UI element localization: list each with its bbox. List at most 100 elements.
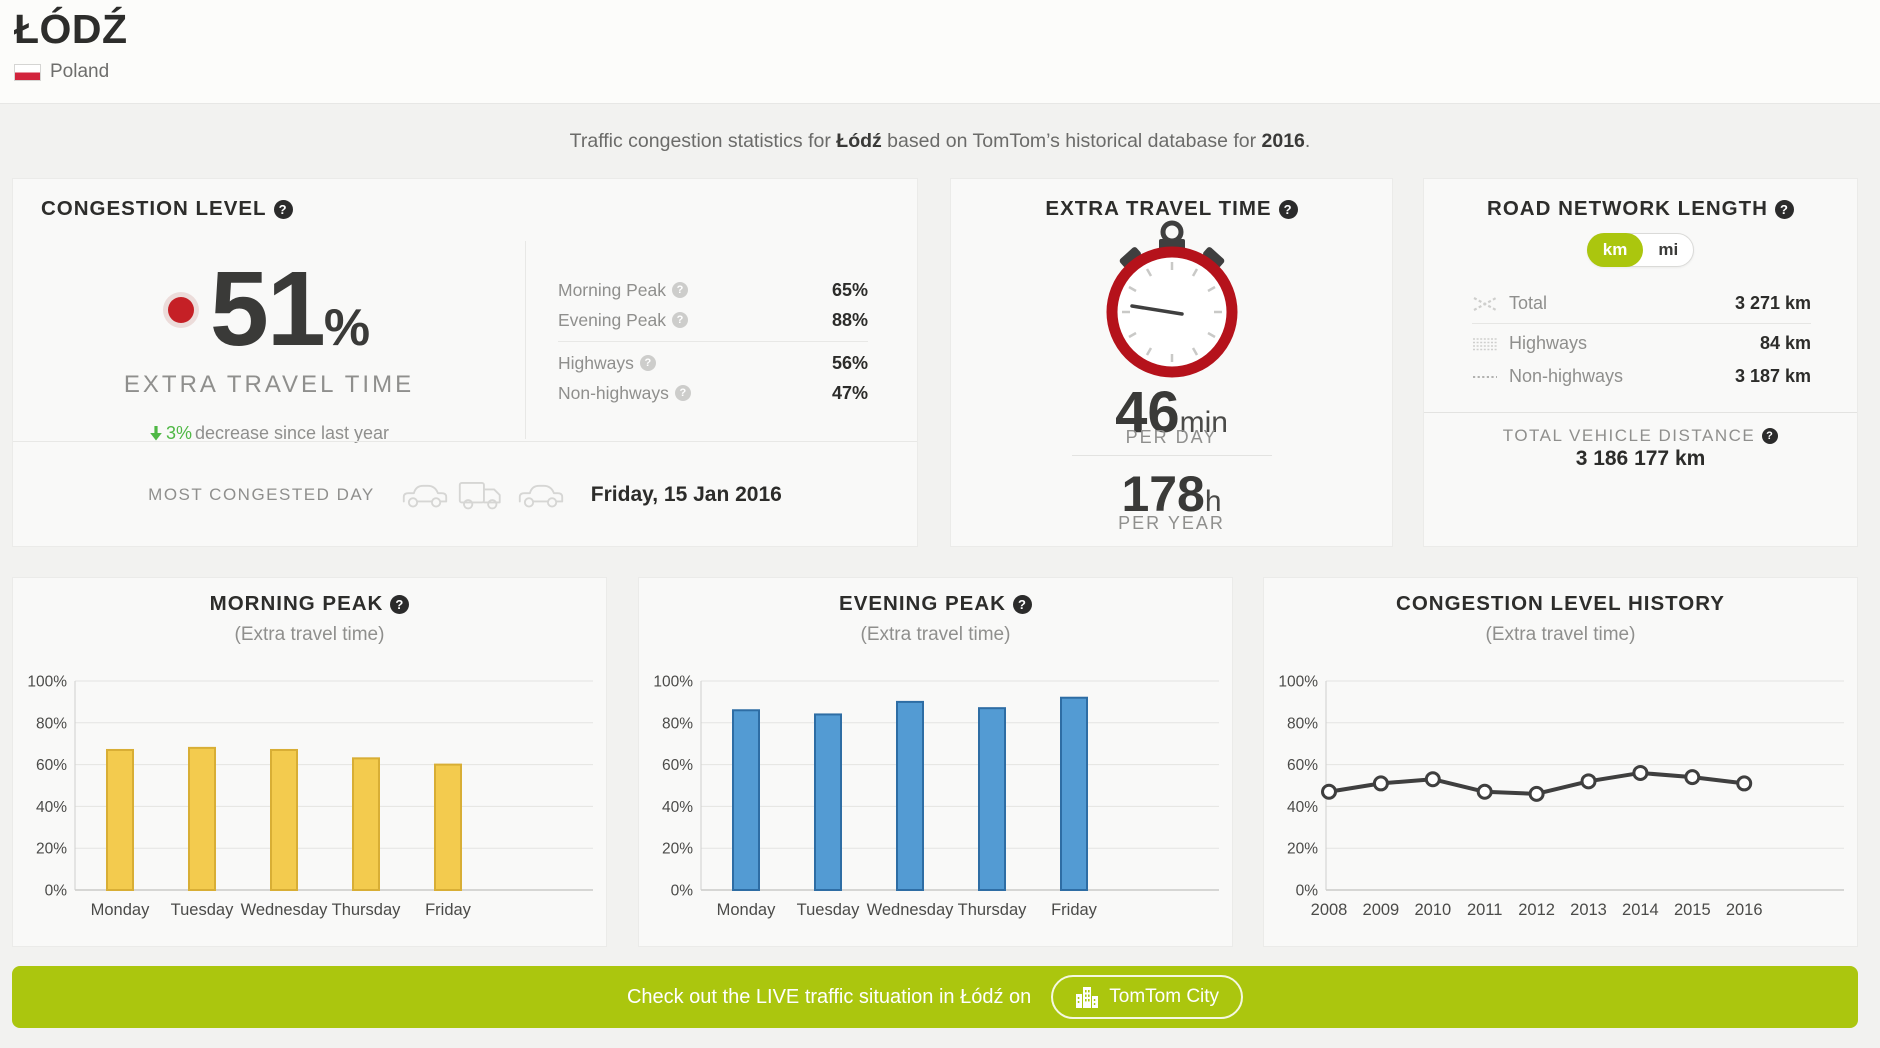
intro-city: Łódź	[836, 130, 882, 152]
svg-text:100%: 100%	[27, 674, 67, 691]
congestion-history-subtitle: (Extra travel time)	[1485, 624, 1636, 645]
extra-travel-time-title-text: EXTRA TRAVEL TIME	[1045, 197, 1272, 220]
road-network-title-text: ROAD NETWORK LENGTH	[1487, 197, 1768, 220]
svg-text:60%: 60%	[662, 757, 693, 774]
unit-toggle: km mi	[1586, 233, 1695, 267]
svg-text:0%: 0%	[45, 883, 68, 900]
help-icon[interactable]: ?	[672, 312, 688, 328]
svg-text:100%: 100%	[653, 674, 693, 691]
poland-flag-icon	[14, 63, 41, 81]
svg-text:0%: 0%	[1296, 883, 1319, 900]
congestion-level-card: CONGESTION LEVEL ? 51% EXTRA TRAVEL TIME…	[12, 178, 918, 547]
help-icon[interactable]: ?	[639, 355, 656, 371]
svg-text:Wednesday: Wednesday	[241, 901, 329, 919]
per-year-label: PER YEAR	[1118, 513, 1225, 533]
evening-peak-chart: 0% 20% 40% 60% 80% 100% Monday Tuesday Wednesday…	[653, 674, 1219, 919]
congestion-indicator-dot	[167, 296, 194, 323]
svg-text:20%: 20%	[662, 841, 693, 858]
stat-value: 65%	[831, 279, 868, 300]
congestion-history-card: CONGESTION LEVEL HISTORY (Extra travel t…	[1263, 577, 1858, 947]
stat-row-morning-peak: Morning Peak? 65%	[558, 275, 868, 305]
stat-row-non-highways: Non-highways? 47%	[558, 378, 868, 408]
svg-text:0%: 0%	[671, 883, 694, 900]
congestion-stats-list: Morning Peak? 65% Evening Peak? 88% High…	[558, 275, 868, 408]
congestion-title-text: CONGESTION LEVEL	[41, 197, 267, 220]
svg-text:Friday: Friday	[425, 901, 472, 919]
help-icon[interactable]: ?	[1012, 594, 1032, 614]
road-network-card: ROAD NETWORK LENGTH ? km mi Total 3 271 …	[1423, 178, 1858, 547]
non-highways-icon	[1472, 373, 1498, 381]
svg-text:80%: 80%	[1287, 715, 1318, 732]
help-icon[interactable]: ?	[674, 385, 691, 401]
stopwatch-icon	[1097, 219, 1247, 384]
road-row-non-highways: Non-highways 3 187 km	[1472, 360, 1811, 393]
total-roads-icon	[1472, 295, 1498, 313]
help-icon[interactable]: ?	[390, 594, 410, 614]
svg-text:20%: 20%	[36, 841, 67, 858]
per-day-label: PER DAY	[1125, 427, 1218, 447]
page-title: ŁÓDŹ	[14, 6, 128, 52]
tomtom-city-button-label: TomTom City	[1109, 986, 1220, 1007]
congestion-main-figure: 51% EXTRA TRAVEL TIME 3% decrease since …	[13, 256, 525, 444]
svg-text:40%: 40%	[1287, 799, 1318, 816]
stat-value: 47%	[831, 382, 868, 403]
morning-peak-chart: 0% 20% 40% 60% 80% 100% Monday Tuesday Wednesday…	[27, 674, 593, 919]
svg-text:40%: 40%	[662, 799, 693, 816]
total-vehicle-distance-label-row: TOTAL VEHICLE DISTANCE ?	[1424, 426, 1857, 446]
intro-sentence: Traffic congestion statistics for Łódź b…	[0, 130, 1880, 153]
road-row-value: 3 187 km	[1734, 366, 1811, 386]
car-icon	[517, 480, 565, 510]
truck-icon	[457, 478, 509, 512]
road-network-rows: Total 3 271 km Highways 84 km	[1472, 287, 1811, 393]
svg-text:2008: 2008	[1311, 901, 1348, 919]
most-congested-day-row: MOST CONGESTED DAY	[13, 442, 917, 547]
help-icon[interactable]: ?	[1278, 199, 1298, 219]
congestion-value-number: 51	[209, 250, 326, 368]
most-congested-day-value: Friday, 15 Jan 2016	[590, 482, 782, 506]
congestion-value-unit: %	[323, 299, 371, 357]
total-vehicle-distance-label: TOTAL VEHICLE DISTANCE	[1502, 426, 1756, 445]
stat-label: Evening Peak	[558, 309, 666, 330]
svg-text:2011: 2011	[1467, 901, 1502, 919]
evening-peak-title: EVENING PEAK ?	[639, 592, 1232, 616]
svg-text:40%: 40%	[36, 799, 67, 816]
unit-toggle-km[interactable]: km	[1586, 233, 1644, 267]
help-icon[interactable]: ?	[1762, 428, 1779, 444]
extra-time-per-day: 46min	[951, 379, 1392, 446]
help-icon[interactable]: ?	[1774, 199, 1794, 219]
intro-year: 2016	[1261, 130, 1305, 152]
stat-row-evening-peak: Evening Peak? 88%	[558, 305, 868, 335]
help-icon[interactable]: ?	[273, 199, 293, 219]
morning-peak-title: MORNING PEAK ?	[13, 592, 606, 616]
svg-text:80%: 80%	[662, 715, 693, 732]
svg-text:20%: 20%	[1287, 841, 1318, 858]
road-row-label: Total	[1509, 293, 1548, 313]
extra-travel-time-card-title: EXTRA TRAVEL TIME ?	[951, 197, 1392, 221]
svg-text:2009: 2009	[1363, 901, 1400, 919]
live-traffic-banner: Check out the LIVE traffic situation in …	[12, 966, 1858, 1028]
trend-text: decrease since last year	[194, 422, 390, 443]
svg-text:2016: 2016	[1726, 901, 1763, 919]
stats-divider	[558, 341, 868, 342]
svg-text:2013: 2013	[1570, 901, 1607, 919]
road-row-total: Total 3 271 km	[1472, 287, 1811, 320]
svg-text:2015: 2015	[1674, 901, 1711, 919]
intro-part1: Traffic congestion statistics for	[569, 130, 837, 152]
stat-value: 56%	[831, 352, 868, 373]
road-row-value: 84 km	[1759, 333, 1811, 353]
morning-peak-card: MORNING PEAK ? (Extra travel time) 0% 20%…	[12, 577, 607, 947]
unit-toggle-mi[interactable]: mi	[1658, 240, 1679, 259]
svg-text:100%: 100%	[1278, 674, 1318, 691]
congestion-history-title-text: CONGESTION LEVEL HISTORY	[1396, 592, 1725, 615]
svg-text:Monday: Monday	[717, 901, 776, 919]
stat-label: Highways	[558, 352, 634, 373]
vertical-divider	[525, 241, 526, 439]
extra-travel-time-card: EXTRA TRAVEL TIME ? 46min PER DAY 178h	[950, 178, 1393, 547]
svg-text:Thursday: Thursday	[958, 901, 1028, 919]
stat-value: 88%	[831, 309, 868, 330]
help-icon[interactable]: ?	[671, 282, 688, 298]
svg-text:80%: 80%	[36, 715, 67, 732]
tomtom-city-button[interactable]: TomTom City	[1051, 975, 1244, 1019]
per-day-unit: min	[1179, 406, 1228, 439]
